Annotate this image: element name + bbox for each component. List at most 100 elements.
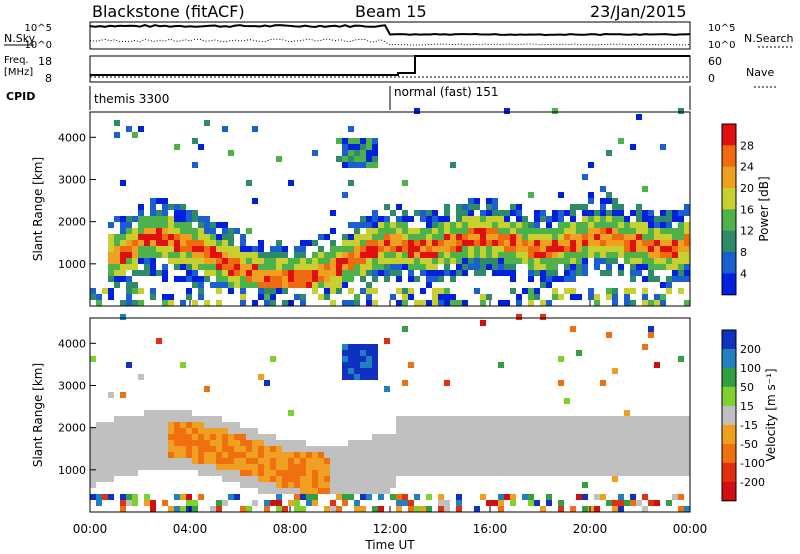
heatmap-cell — [354, 138, 360, 144]
heatmap-cell — [150, 216, 156, 222]
heatmap-cell — [534, 458, 540, 464]
heatmap-cell — [342, 368, 348, 374]
heatmap-cell — [444, 416, 450, 422]
heatmap-cell — [624, 246, 630, 252]
heatmap-cell — [210, 422, 216, 428]
heatmap-cell — [558, 440, 564, 446]
heatmap-cell — [234, 464, 240, 470]
heatmap-cell — [450, 458, 456, 464]
heatmap-cell — [408, 500, 414, 506]
heatmap-cell — [648, 326, 654, 332]
heatmap-cell — [666, 216, 672, 222]
heatmap-cell — [666, 228, 672, 234]
heatmap-cell — [150, 204, 156, 210]
heatmap-cell — [516, 294, 522, 300]
heatmap-cell — [552, 422, 558, 428]
heatmap-cell — [150, 246, 156, 252]
heatmap-cell — [342, 276, 348, 282]
heatmap-cell — [354, 440, 360, 446]
heatmap-cell — [330, 446, 336, 452]
heatmap-cell — [594, 264, 600, 270]
heatmap-cell — [288, 500, 294, 506]
heatmap-cell — [114, 276, 120, 282]
colorbar-segment — [722, 252, 736, 274]
colorbar-tick-label: 8 — [740, 246, 747, 259]
heatmap-cell — [318, 276, 324, 282]
heatmap-cell — [456, 470, 462, 476]
heatmap-cell — [426, 416, 432, 422]
heatmap-cell — [216, 470, 222, 476]
heatmap-cell — [360, 452, 366, 458]
heatmap-cell — [300, 240, 306, 246]
heatmap-cell — [372, 506, 378, 512]
heatmap-cell — [186, 228, 192, 234]
heatmap-cell — [156, 458, 162, 464]
heatmap-cell — [474, 234, 480, 240]
heatmap-cell — [672, 452, 678, 458]
heatmap-cell — [576, 350, 582, 356]
heatmap-cell — [420, 470, 426, 476]
heatmap-cell — [222, 440, 228, 446]
heatmap-cell — [468, 264, 474, 270]
heatmap-cell — [354, 482, 360, 488]
heatmap-cell — [492, 500, 498, 506]
heatmap-cell — [186, 294, 192, 300]
heatmap-cell — [372, 162, 378, 168]
heatmap-cell — [330, 210, 336, 216]
heatmap-cell — [540, 210, 546, 216]
heatmap-cell — [426, 228, 432, 234]
heatmap-cell — [312, 258, 318, 264]
heatmap-cell — [612, 288, 618, 294]
heatmap-cell — [426, 300, 432, 306]
heatmap-cell — [306, 282, 312, 288]
heatmap-cell — [216, 440, 222, 446]
heatmap-cell — [558, 252, 564, 258]
heatmap-cell — [372, 464, 378, 470]
heatmap-cell — [624, 452, 630, 458]
heatmap-cell — [462, 252, 468, 258]
heatmap-cell — [594, 458, 600, 464]
heatmap-cell — [426, 276, 432, 282]
heatmap-cell — [396, 434, 402, 440]
heatmap-cell — [450, 452, 456, 458]
heatmap-cell — [624, 410, 630, 416]
heatmap-cell — [612, 506, 618, 512]
heatmap-cell — [624, 458, 630, 464]
heatmap-cell — [138, 126, 144, 132]
heatmap-cell — [138, 216, 144, 222]
heatmap-cell — [270, 488, 276, 494]
heatmap-cell — [270, 288, 276, 294]
heatmap-cell — [162, 440, 168, 446]
heatmap-cell — [396, 246, 402, 252]
heatmap-cell — [270, 452, 276, 458]
heatmap-cell — [150, 446, 156, 452]
heatmap-cell — [354, 476, 360, 482]
heatmap-cell — [306, 500, 312, 506]
heatmap-cell — [420, 446, 426, 452]
heatmap-cell — [288, 488, 294, 494]
heatmap-cell — [306, 488, 312, 494]
heatmap-cell — [150, 270, 156, 276]
colorbar-segment — [722, 230, 736, 253]
colorbar-tick-label: 200 — [740, 343, 761, 356]
heatmap-cell — [294, 270, 300, 276]
heatmap-cell — [480, 210, 486, 216]
heatmap-cell — [444, 288, 450, 294]
heatmap-cell — [300, 470, 306, 476]
heatmap-cell — [414, 446, 420, 452]
heatmap-cell — [600, 458, 606, 464]
heatmap-cell — [444, 434, 450, 440]
heatmap-cell — [348, 356, 354, 362]
heatmap-cell — [282, 300, 288, 306]
heatmap-cell — [636, 252, 642, 258]
heatmap-cell — [642, 216, 648, 222]
heatmap-cell — [192, 500, 198, 506]
heatmap-cell — [240, 476, 246, 482]
heatmap-cell — [480, 452, 486, 458]
heatmap-cell — [222, 428, 228, 434]
heatmap-cell — [168, 464, 174, 470]
heatmap-cell — [204, 446, 210, 452]
heatmap-cell — [678, 356, 684, 362]
colorbar-segment — [722, 209, 736, 232]
heatmap-cell — [528, 500, 534, 506]
